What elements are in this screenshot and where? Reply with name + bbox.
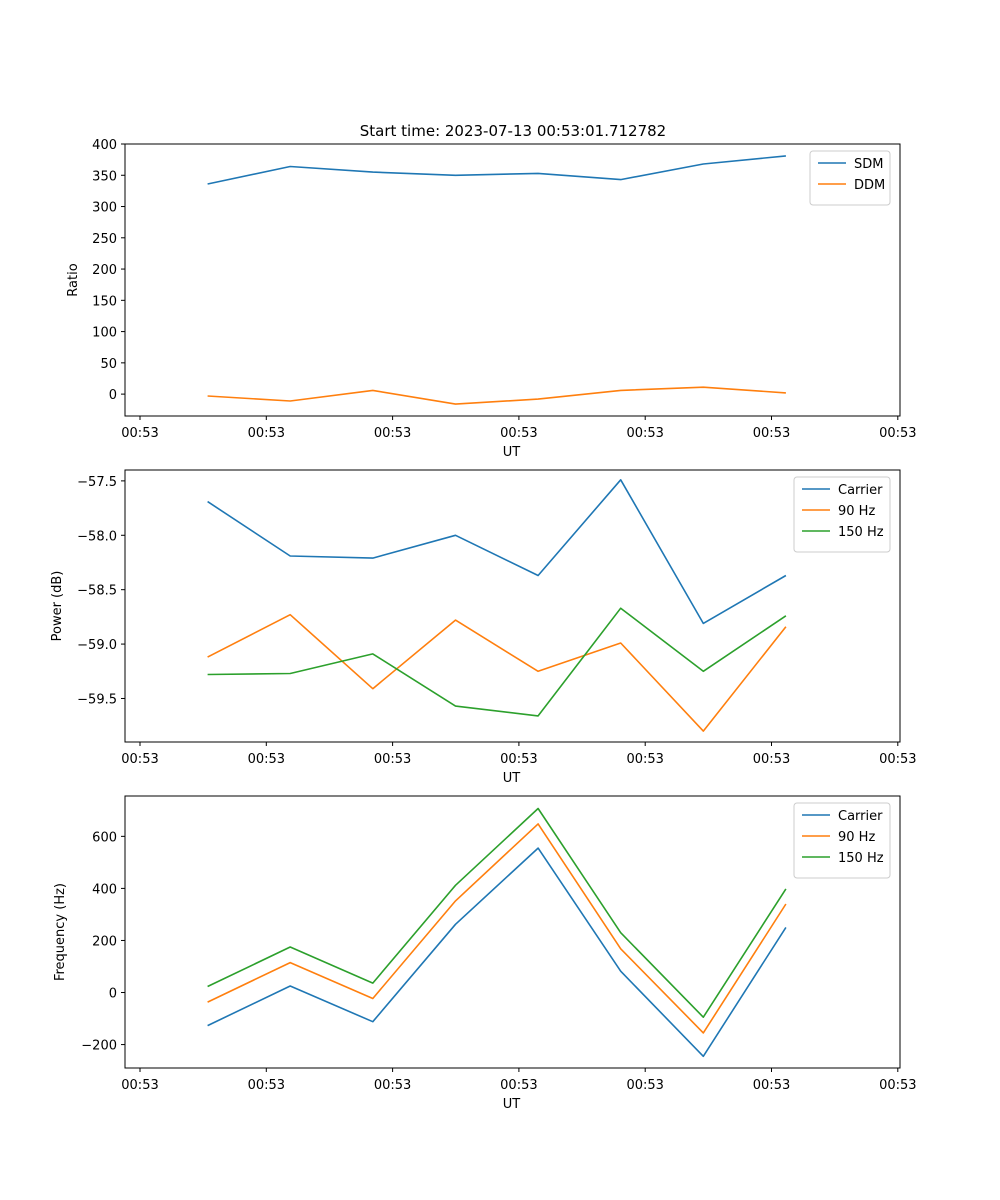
y-tick-label: 100 [92, 326, 117, 341]
legend-box [809, 150, 891, 206]
series-line-90-hz [207, 613, 787, 732]
legend-label: SDM [854, 157, 883, 172]
x-tick-label: 00:53 [374, 752, 411, 767]
x-tick-label: 00:53 [248, 426, 285, 441]
x-tick-label: 00:53 [500, 1078, 537, 1093]
x-tick-label: 00:53 [626, 1078, 663, 1093]
frequency-chart: 00:5300:5300:5300:5300:5300:5300:5300:54… [53, 795, 917, 1112]
series-line-150-hz [207, 607, 787, 717]
x-axis-label: UT [503, 771, 521, 786]
y-tick-label: 0 [109, 987, 117, 1002]
legend-label: Carrier [838, 809, 883, 824]
x-tick-label: 00:53 [500, 426, 537, 441]
x-tick-label: 00:53 [753, 426, 790, 441]
x-tick-label: 00:53 [248, 1078, 285, 1093]
x-axis-label: UT [503, 1097, 521, 1112]
series-line-150-hz [207, 807, 787, 1019]
y-axis-label: Ratio [66, 263, 81, 296]
x-tick-label: 00:53 [248, 752, 285, 767]
series-line-sdm [207, 155, 786, 185]
y-tick-label: 250 [92, 232, 117, 247]
y-tick-label: 350 [92, 169, 117, 184]
y-tick-label: −200 [81, 1039, 117, 1054]
legend-label: DDM [854, 178, 885, 193]
legend-box [793, 802, 891, 879]
y-tick-label: 400 [92, 138, 117, 153]
x-tick-label: 00:53 [374, 1078, 411, 1093]
legend-label: 90 Hz [838, 830, 875, 845]
plot-frame [124, 795, 901, 1069]
x-tick-label: 00:53 [121, 752, 158, 767]
legend-label: 150 Hz [838, 525, 884, 540]
legend-box [793, 476, 891, 553]
x-axis-label: UT [503, 445, 521, 460]
y-tick-label: −57.5 [77, 475, 117, 490]
series-line-90-hz [207, 823, 787, 1034]
legend-label: 150 Hz [838, 851, 884, 866]
y-tick-label: 200 [92, 934, 117, 949]
y-tick-label: −58.0 [77, 529, 117, 544]
x-tick-label: 00:53 [626, 426, 663, 441]
y-tick-label: 150 [92, 294, 117, 309]
y-tick-label: −58.5 [77, 584, 117, 599]
legend: Carrier 90 Hz 150 Hz [793, 802, 891, 879]
ratio-chart: 00:5300:5300:5300:5300:5300:5300:5300:54… [66, 138, 917, 460]
y-tick-label: −59.0 [77, 638, 117, 653]
legend-label: 90 Hz [838, 504, 875, 519]
y-tick-label: 300 [92, 201, 117, 216]
y-tick-label: −59.5 [77, 692, 117, 707]
y-axis-label: Power (dB) [50, 571, 65, 642]
power-chart: 00:5300:5300:5300:5300:5300:5300:5300:54… [50, 469, 917, 786]
x-tick-label: 00:53 [626, 752, 663, 767]
series-line-ddm [207, 386, 786, 405]
x-tick-label: 00:53 [121, 426, 158, 441]
x-tick-label: 00:53 [879, 1078, 916, 1093]
x-tick-label: 00:53 [753, 752, 790, 767]
y-tick-label: 200 [92, 263, 117, 278]
y-axis-label: Frequency (Hz) [53, 883, 68, 981]
plot-frame [124, 143, 901, 417]
y-tick-label: 400 [92, 882, 117, 897]
figure-title: Start time: 2023-07-13 00:53:01.712782 [360, 122, 666, 140]
y-tick-label: 50 [100, 357, 117, 372]
x-tick-label: 00:53 [500, 752, 537, 767]
series-line-carrier [207, 847, 787, 1058]
legend: SDM DDM [809, 150, 891, 206]
x-tick-label: 00:53 [753, 1078, 790, 1093]
legend: Carrier 90 Hz 150 Hz [793, 476, 891, 553]
y-tick-label: 0 [109, 388, 117, 403]
x-tick-label: 00:53 [879, 426, 916, 441]
y-tick-label: 600 [92, 830, 117, 845]
legend-label: Carrier [838, 483, 883, 498]
x-tick-label: 00:53 [879, 752, 916, 767]
x-tick-label: 00:53 [121, 1078, 158, 1093]
plot-frame [124, 469, 901, 743]
series-line-carrier [207, 478, 787, 625]
x-tick-label: 00:53 [374, 426, 411, 441]
